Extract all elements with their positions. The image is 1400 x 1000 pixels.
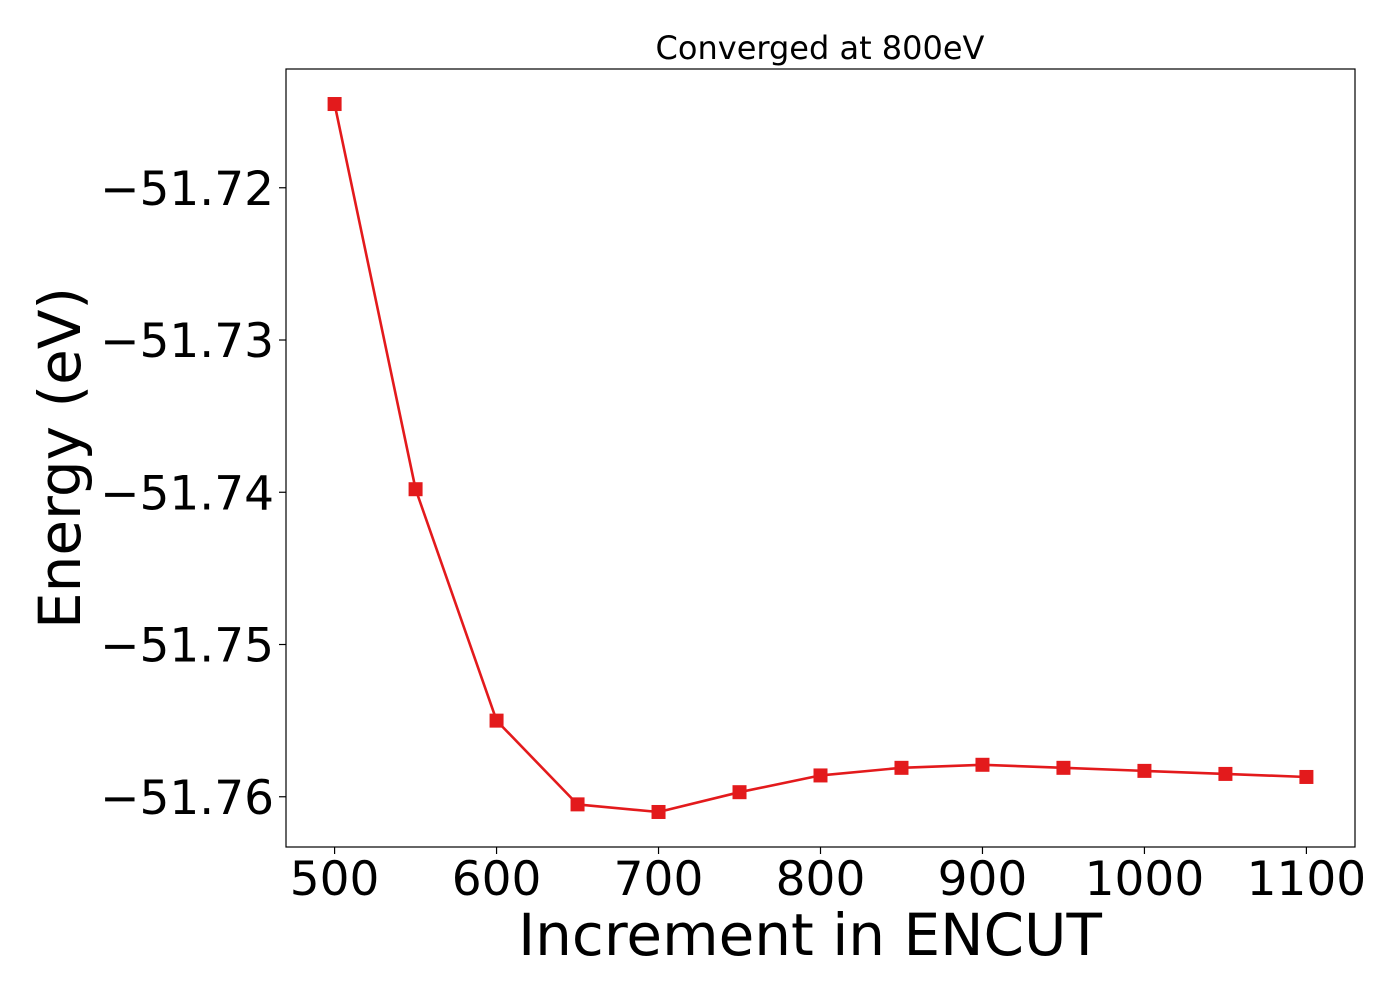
data-point bbox=[327, 97, 342, 112]
data-point bbox=[1056, 760, 1071, 775]
plot-frame bbox=[285, 68, 1356, 848]
chart-title: Converged at 800eV bbox=[656, 29, 985, 67]
data-point bbox=[894, 760, 909, 775]
data-point bbox=[1299, 769, 1314, 784]
data-point bbox=[813, 768, 828, 783]
y-axis: −51.72 −51.73 −51.74 −51.75 −51.76 bbox=[100, 162, 286, 826]
x-tick-label: 900 bbox=[938, 852, 1028, 907]
y-tick-label: −51.76 bbox=[100, 771, 274, 826]
data-point bbox=[1218, 766, 1233, 781]
x-tick-label: 700 bbox=[614, 852, 704, 907]
y-tick-label: −51.72 bbox=[100, 162, 274, 217]
x-tick-label: 800 bbox=[776, 852, 866, 907]
x-axis: 500 600 700 800 900 1000 1100 bbox=[290, 847, 1366, 907]
data-point bbox=[1137, 763, 1152, 778]
data-point bbox=[570, 797, 585, 812]
data-point bbox=[651, 804, 666, 819]
y-tick-label: −51.73 bbox=[100, 314, 274, 369]
y-tick-label: −51.75 bbox=[100, 619, 274, 674]
data-point bbox=[408, 482, 423, 497]
x-tick-label: 1100 bbox=[1247, 852, 1367, 907]
series-line bbox=[333, 103, 1307, 814]
data-point bbox=[732, 785, 747, 800]
x-axis-label: Increment in ENCUT bbox=[518, 901, 1102, 969]
data-point bbox=[489, 713, 504, 728]
data-point bbox=[975, 757, 990, 772]
x-tick-label: 500 bbox=[290, 852, 380, 907]
y-tick-label: −51.74 bbox=[100, 466, 274, 521]
x-tick-label: 600 bbox=[452, 852, 542, 907]
x-tick-label: 1000 bbox=[1085, 852, 1205, 907]
plot-area bbox=[327, 97, 1314, 819]
y-axis-label: Energy (eV) bbox=[26, 287, 94, 629]
